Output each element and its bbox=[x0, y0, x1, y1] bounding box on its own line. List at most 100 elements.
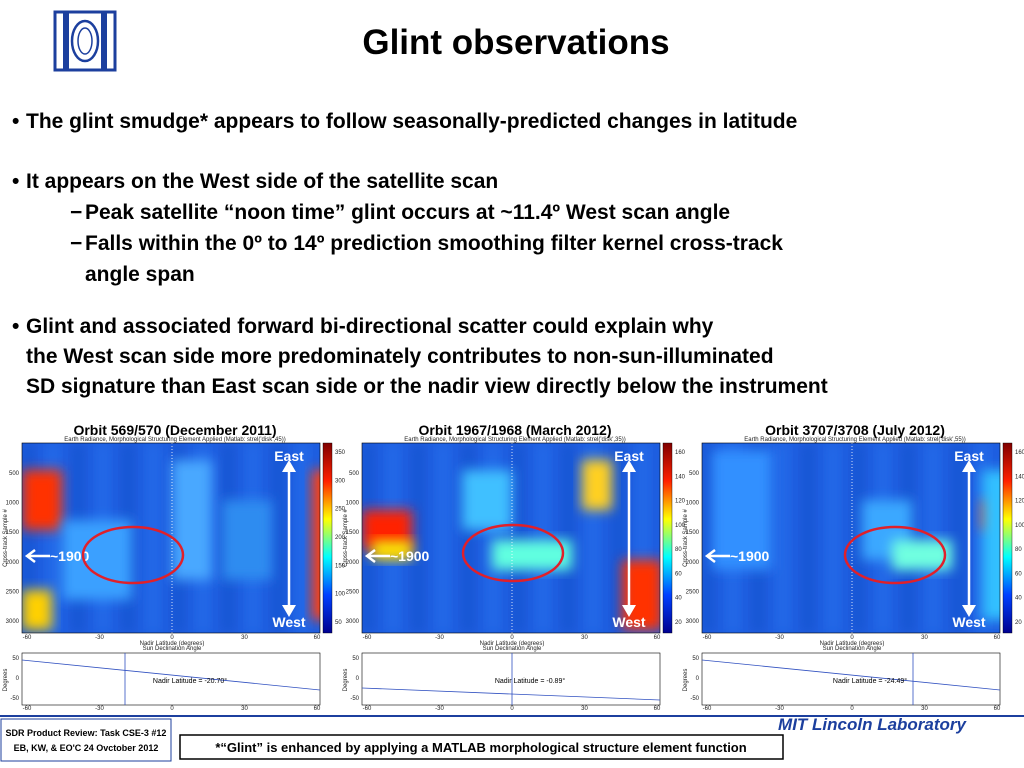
heatmap-blob bbox=[582, 460, 612, 510]
y-tick-label: 2000 bbox=[346, 560, 360, 566]
y2-tick-label: -50 bbox=[10, 696, 19, 702]
heatmap-frame bbox=[361, 442, 661, 634]
y-tick-label: 1000 bbox=[6, 501, 20, 507]
panel-caption: Orbit 1967/1968 (March 2012) bbox=[419, 422, 612, 438]
marker-label: ~1900 bbox=[730, 548, 770, 564]
panel: Orbit 1967/1968 (March 2012)Earth Radian… bbox=[343, 422, 686, 712]
panel: Orbit 569/570 (December 2011)Earth Radia… bbox=[3, 422, 346, 712]
colorbar-tick: 50 bbox=[335, 620, 342, 626]
figure-panels: Orbit 569/570 (December 2011)Earth Radia… bbox=[3, 422, 1024, 712]
marker-arrow bbox=[24, 549, 50, 563]
glint-ellipse bbox=[81, 525, 185, 585]
x-tick-label: -60 bbox=[703, 635, 712, 641]
footnote: *“Glint” is enhanced by applying a MATLA… bbox=[215, 740, 746, 755]
review-line: SDR Product Review: Task CSE-3 #12 bbox=[6, 728, 167, 738]
sub-text: Peak satellite “noon time” glint occurs … bbox=[85, 201, 730, 224]
x2-axis-label: Sun Declination Angle bbox=[143, 646, 202, 652]
y2-axis-label: Degrees bbox=[3, 669, 9, 692]
x-tick-label: 60 bbox=[654, 635, 661, 641]
x2-tick-label: 30 bbox=[581, 706, 588, 712]
colorbar-tick: 160 bbox=[675, 450, 686, 456]
heatmap-blob bbox=[22, 590, 52, 630]
panel-caption: Orbit 3707/3708 (July 2012) bbox=[765, 422, 945, 438]
title: Glint observations bbox=[362, 23, 669, 62]
heatmap-stripe bbox=[802, 443, 814, 633]
y-tick-label: 2500 bbox=[6, 589, 20, 595]
nadir-label: Nadir Latitude = -24.49° bbox=[833, 677, 907, 685]
colorbar-tick: 120 bbox=[675, 499, 686, 505]
marker-arrow bbox=[704, 549, 730, 563]
sub-dash: − bbox=[70, 201, 82, 224]
colorbar-tick: 100 bbox=[675, 523, 686, 529]
west-label: West bbox=[272, 614, 306, 630]
bullet-text: SD signature than East scan side or the … bbox=[26, 375, 828, 398]
y-axis-label: Cross-track Sample # bbox=[343, 508, 349, 566]
plot-title: Earth Radiance, Morphological Structurin… bbox=[64, 437, 285, 443]
lower-plot bbox=[361, 652, 661, 706]
y2-tick-label: 0 bbox=[16, 676, 20, 682]
x-tick-label: -30 bbox=[95, 635, 104, 641]
x-tick-label: 60 bbox=[314, 635, 321, 641]
east-label: East bbox=[954, 448, 984, 464]
y-tick-label: 2000 bbox=[686, 560, 700, 566]
colorbar-tick: 80 bbox=[675, 547, 682, 553]
colorbar-tick: 20 bbox=[1015, 620, 1022, 626]
y-axis-label: Cross-track Sample # bbox=[3, 508, 9, 566]
y-tick-label: 2500 bbox=[346, 589, 360, 595]
east-label: East bbox=[614, 448, 644, 464]
colorbar-tick: 300 bbox=[335, 478, 346, 484]
colorbar bbox=[1002, 442, 1013, 634]
x-axis-label: Nadir Latitude (degrees) bbox=[140, 641, 205, 647]
colorbar-tick: 160 bbox=[1015, 450, 1024, 456]
west-label: West bbox=[952, 614, 986, 630]
x-tick-label: 0 bbox=[510, 635, 514, 641]
y2-tick-label: 0 bbox=[356, 676, 360, 682]
x-tick-label: -60 bbox=[363, 635, 372, 641]
x-tick-label: -30 bbox=[775, 635, 784, 641]
y2-tick-label: -50 bbox=[690, 696, 699, 702]
y2-tick-label: 50 bbox=[12, 656, 19, 662]
y2-tick-label: 50 bbox=[352, 656, 359, 662]
heatmap-stripe bbox=[147, 443, 159, 633]
bullet-text: It appears on the West side of the satel… bbox=[26, 170, 498, 193]
heatmap-blob bbox=[312, 470, 320, 620]
heatmap-frame bbox=[21, 442, 321, 634]
heatmap-stripe bbox=[852, 443, 864, 633]
heatmap-blob bbox=[712, 450, 772, 570]
x-tick-label: -60 bbox=[23, 635, 32, 641]
y-tick-label: 500 bbox=[349, 471, 360, 477]
colorbar-tick: 200 bbox=[335, 535, 346, 541]
heatmap-blob bbox=[462, 470, 512, 530]
bullet-dot: • bbox=[12, 170, 19, 193]
colorbar-tick: 140 bbox=[1015, 474, 1024, 480]
marker-label: ~1900 bbox=[50, 548, 90, 564]
colorbar-tick: 60 bbox=[675, 571, 682, 577]
colorbar-tick: 250 bbox=[335, 507, 346, 513]
y-tick-label: 3000 bbox=[346, 619, 360, 625]
y-tick-label: 1500 bbox=[346, 530, 360, 536]
y-tick-label: 1500 bbox=[6, 530, 20, 536]
x2-axis-label: Sun Declination Angle bbox=[483, 646, 542, 652]
declination-line bbox=[361, 687, 661, 701]
lower-plot bbox=[21, 652, 321, 706]
heatmap-stripe bbox=[437, 443, 449, 633]
x2-tick-label: 30 bbox=[921, 706, 928, 712]
bullet-dot: • bbox=[12, 315, 19, 338]
x2-tick-label: -60 bbox=[703, 706, 712, 712]
x2-tick-label: 0 bbox=[850, 706, 854, 712]
glint-ellipse bbox=[461, 523, 565, 583]
west-label: West bbox=[612, 614, 646, 630]
bullet-text: Glint and associated forward bi-directio… bbox=[26, 315, 714, 338]
lab-name: MIT Lincoln Laboratory bbox=[778, 715, 967, 734]
x2-axis-label: Sun Declination Angle bbox=[823, 646, 882, 652]
x2-tick-label: 0 bbox=[510, 706, 514, 712]
note-box bbox=[179, 734, 784, 760]
y-tick-label: 500 bbox=[9, 471, 20, 477]
colorbar-tick: 350 bbox=[335, 450, 346, 456]
colorbar bbox=[322, 442, 333, 634]
heatmap-stripe bbox=[612, 443, 624, 633]
footer: MIT Lincoln Laboratory SDR Product Revie… bbox=[0, 715, 1024, 762]
plot-title: Earth Radiance, Morphological Structurin… bbox=[744, 437, 965, 443]
heatmap-blob bbox=[62, 520, 132, 600]
x2-tick-label: -30 bbox=[435, 706, 444, 712]
